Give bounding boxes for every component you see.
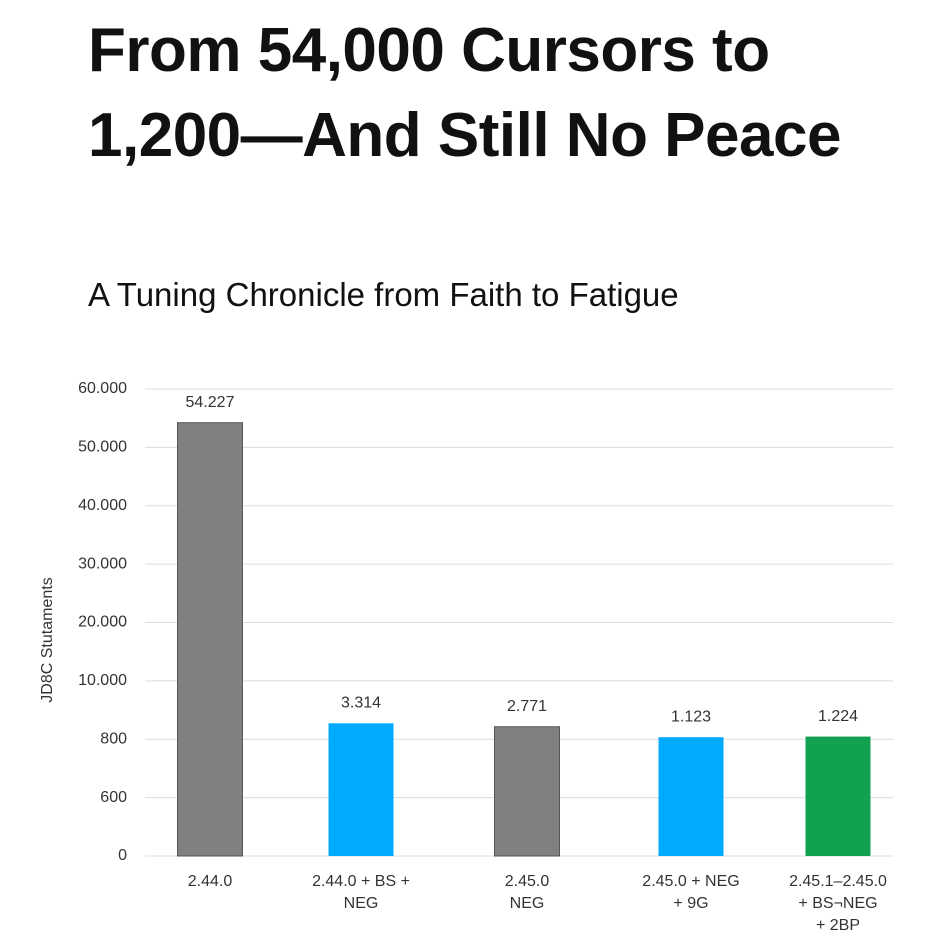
y-axis-label: JD8C Stutaments [39,577,56,702]
value-label: 1.123 [671,708,711,725]
y-tick-label: 50.000 [78,439,127,456]
y-tick-label: 0 [118,847,127,864]
x-tick-label: 2.44.0 [187,873,233,890]
bar [328,723,394,856]
x-tick-label: 2.44.0 + BS + NEG [312,873,410,912]
chart-subtitle: A Tuning Chronicle from Faith to Fatigue [88,276,679,313]
y-tick-label: 800 [100,730,127,747]
value-label: 2.771 [507,698,547,715]
x-tick-label: 2.45.0 + NEG + 9G [642,873,740,912]
y-tick-label: 600 [100,789,127,806]
bar [805,736,871,856]
y-tick-label: 20.000 [78,614,127,631]
bar [658,737,724,856]
value-label: 3.314 [341,695,381,712]
y-tick-label: 60.000 [78,380,127,397]
value-label: 1.224 [818,708,858,725]
y-tick-label: 40.000 [78,497,127,514]
y-tick-label: 30.000 [78,555,127,572]
y-tick-label: 10.000 [78,672,127,689]
x-tick-label: 2.45.0 NEG [504,873,550,912]
bar [177,422,243,857]
x-tick-label: 2.45.1–2.45.0 + BS¬NEG + 2BP [789,873,887,934]
bar [494,726,560,857]
value-label: 54.227 [186,394,235,411]
chart-title: From 54,000 Cursors to 1,200—And Still N… [88,16,841,170]
